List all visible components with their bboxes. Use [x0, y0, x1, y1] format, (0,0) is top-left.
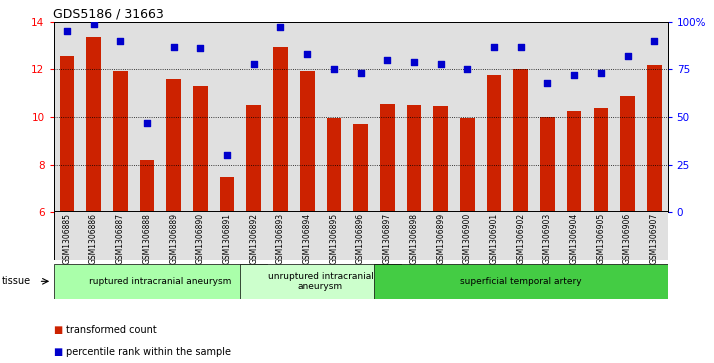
Bar	[273, 47, 288, 212]
Text: GSM1306906: GSM1306906	[623, 213, 632, 264]
Point	[488, 44, 500, 49]
Text: GSM1306898: GSM1306898	[409, 213, 418, 264]
Point	[301, 51, 313, 57]
Bar	[433, 106, 448, 212]
Bar	[140, 160, 154, 212]
Text: GSM1306892: GSM1306892	[249, 213, 258, 264]
Bar	[593, 107, 608, 212]
Point	[595, 70, 607, 76]
Text: percentile rank within the sample: percentile rank within the sample	[66, 347, 231, 357]
Point	[515, 44, 526, 49]
Text: GSM1306896: GSM1306896	[356, 213, 365, 264]
Point	[381, 57, 393, 63]
Point	[61, 28, 73, 34]
Bar	[353, 124, 368, 212]
Bar	[513, 69, 528, 212]
Point	[408, 59, 420, 65]
Text: unruptured intracranial
aneurysm: unruptured intracranial aneurysm	[268, 272, 373, 291]
Text: GSM1306904: GSM1306904	[570, 213, 578, 264]
Text: ruptured intracranial aneurysm: ruptured intracranial aneurysm	[89, 277, 231, 286]
FancyBboxPatch shape	[54, 264, 267, 299]
Text: GSM1306895: GSM1306895	[329, 213, 338, 264]
Bar	[86, 37, 101, 212]
Text: superficial temporal artery: superficial temporal artery	[460, 277, 582, 286]
Text: GSM1306894: GSM1306894	[303, 213, 312, 264]
Bar	[59, 56, 74, 212]
Bar	[620, 95, 635, 212]
Text: GSM1306890: GSM1306890	[196, 213, 205, 264]
FancyBboxPatch shape	[241, 264, 401, 299]
Bar	[113, 71, 128, 212]
Text: GSM1306907: GSM1306907	[650, 213, 659, 264]
Text: GSM1306902: GSM1306902	[516, 213, 526, 264]
Bar	[220, 177, 234, 212]
Text: GSM1306887: GSM1306887	[116, 213, 125, 264]
Text: GSM1306886: GSM1306886	[89, 213, 98, 264]
Text: GSM1306905: GSM1306905	[596, 213, 605, 264]
Point	[195, 46, 206, 52]
Point	[462, 66, 473, 72]
Text: tissue: tissue	[1, 276, 31, 286]
Text: GSM1306891: GSM1306891	[223, 213, 231, 264]
Bar	[300, 71, 315, 212]
Point	[355, 70, 366, 76]
Text: GSM1306885: GSM1306885	[62, 213, 71, 264]
Bar	[540, 117, 555, 212]
Text: ■: ■	[54, 347, 63, 357]
Point	[114, 38, 126, 44]
Bar	[407, 105, 421, 212]
Bar	[326, 118, 341, 212]
FancyBboxPatch shape	[54, 211, 668, 260]
Point	[88, 21, 99, 26]
Point	[648, 38, 660, 44]
Point	[141, 120, 153, 126]
Text: GSM1306889: GSM1306889	[169, 213, 178, 264]
Bar	[246, 105, 261, 212]
FancyBboxPatch shape	[374, 264, 668, 299]
Point	[248, 61, 259, 67]
Text: ■: ■	[54, 325, 63, 335]
Bar	[166, 79, 181, 212]
Bar	[647, 65, 662, 212]
Bar	[380, 104, 395, 212]
Text: GSM1306901: GSM1306901	[490, 213, 498, 264]
Point	[328, 66, 340, 72]
Point	[275, 25, 286, 30]
Text: GSM1306903: GSM1306903	[543, 213, 552, 264]
Text: GSM1306893: GSM1306893	[276, 213, 285, 264]
Point	[542, 80, 553, 86]
Text: GSM1306900: GSM1306900	[463, 213, 472, 264]
Point	[435, 61, 446, 67]
Bar	[193, 86, 208, 212]
Text: GDS5186 / 31663: GDS5186 / 31663	[53, 8, 164, 21]
Text: transformed count: transformed count	[66, 325, 156, 335]
Bar	[460, 118, 475, 212]
Bar	[567, 111, 581, 212]
Bar	[487, 76, 501, 212]
Text: GSM1306899: GSM1306899	[436, 213, 445, 264]
Point	[221, 152, 233, 158]
Text: GSM1306888: GSM1306888	[143, 213, 151, 264]
Text: GSM1306897: GSM1306897	[383, 213, 392, 264]
Point	[622, 53, 633, 59]
Point	[568, 72, 580, 78]
Point	[168, 44, 179, 49]
